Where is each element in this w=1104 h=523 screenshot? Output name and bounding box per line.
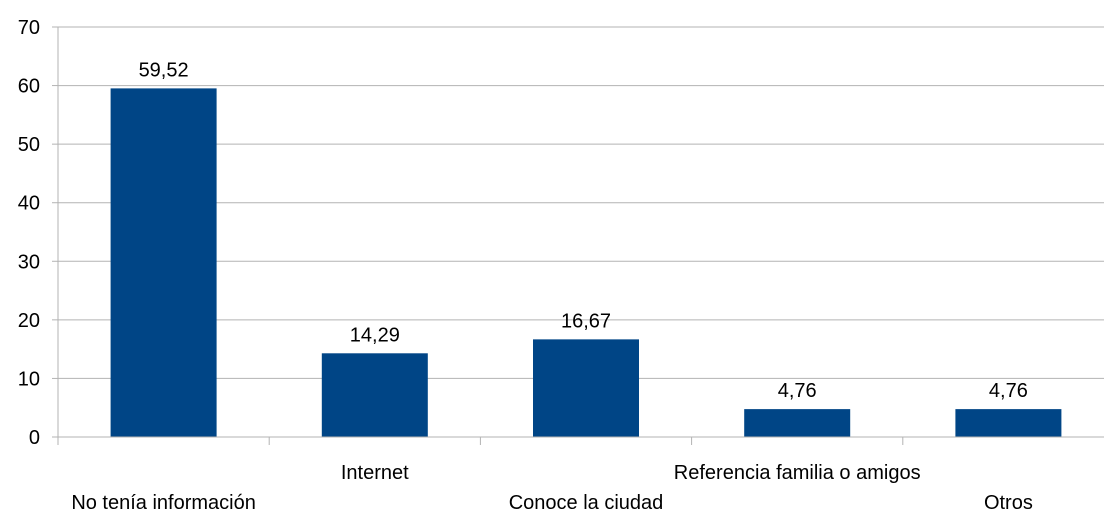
data-label: 16,67 <box>561 310 611 332</box>
y-tick-label: 10 <box>18 368 40 390</box>
x-tick-label: Otros <box>984 492 1033 514</box>
y-tick-labels: 0 10 20 30 40 50 60 70 <box>18 17 40 449</box>
y-tick-label: 70 <box>18 17 40 39</box>
x-tick-label: No tenía información <box>71 492 256 514</box>
bar <box>955 409 1062 437</box>
bar <box>321 353 428 437</box>
data-labels: 59,52 14,29 16,67 4,76 4,76 <box>139 59 1028 402</box>
x-tick-label: Referencia familia o amigos <box>674 462 921 484</box>
grid-lines <box>52 26 1104 445</box>
y-tick-label: 30 <box>18 251 40 273</box>
x-tick-label: Internet <box>341 462 409 484</box>
x-tick-label: Conoce la ciudad <box>509 492 664 514</box>
data-label: 59,52 <box>139 59 189 81</box>
axes <box>57 27 1104 438</box>
y-tick-label: 0 <box>29 427 40 449</box>
bar <box>744 409 851 437</box>
bars <box>110 88 1062 437</box>
x-tick-labels: No tenía información Internet Conoce la ci… <box>71 462 1033 514</box>
bar <box>110 88 217 437</box>
y-tick-label: 50 <box>18 134 40 156</box>
data-label: 4,76 <box>778 380 817 402</box>
data-label: 4,76 <box>989 380 1028 402</box>
y-tick-label: 40 <box>18 193 40 215</box>
y-tick-label: 20 <box>18 310 40 332</box>
bar <box>533 339 639 437</box>
data-label: 14,29 <box>350 324 400 346</box>
y-tick-label: 60 <box>18 76 40 98</box>
